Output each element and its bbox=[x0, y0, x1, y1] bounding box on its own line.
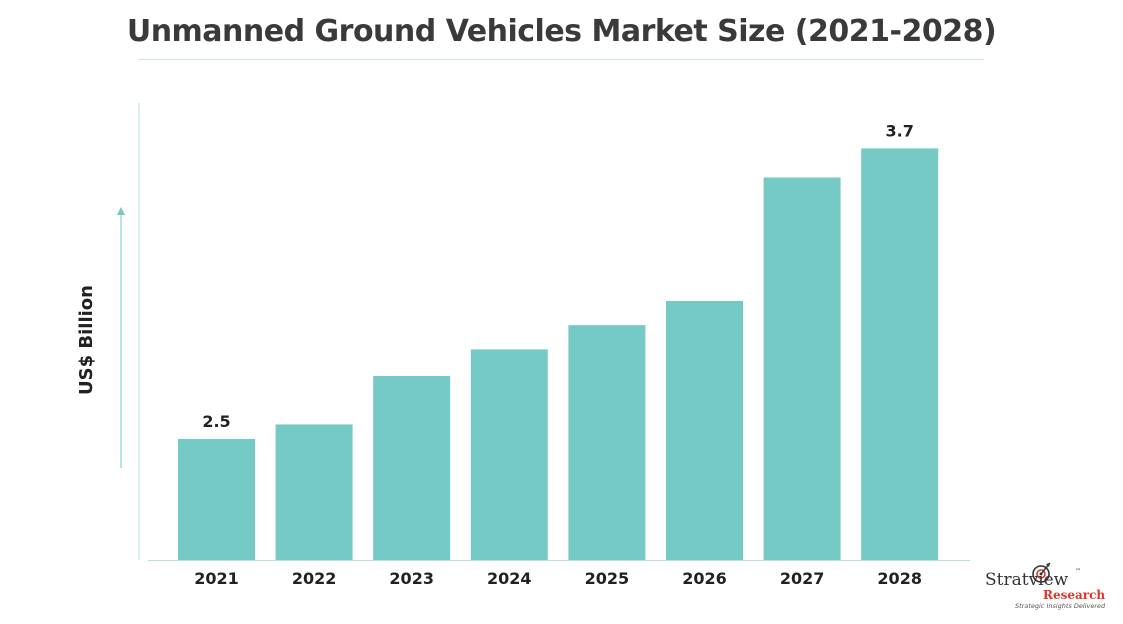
logo-tagline: Strategic Insights Delivered bbox=[1015, 602, 1106, 610]
data-label-2021: 2.5 bbox=[202, 412, 230, 431]
y-axis-label: US$ Billion bbox=[76, 285, 97, 395]
bar-2022 bbox=[275, 424, 353, 560]
bar-2026 bbox=[666, 300, 743, 560]
y-axis-label-wrap: US$ Billion bbox=[76, 240, 100, 440]
logo-brand: Stratview bbox=[985, 570, 1069, 590]
bar-2025 bbox=[568, 325, 646, 560]
data-label-2028: 3.7 bbox=[886, 121, 914, 140]
x-tick-label-2026: 2026 bbox=[682, 569, 727, 588]
stratview-logo: Stratview ™ Research Strategic Insights … bbox=[985, 558, 1105, 614]
title-divider bbox=[138, 59, 984, 60]
bar-2023 bbox=[373, 376, 451, 560]
chart-title: Unmanned Ground Vehicles Market Size (20… bbox=[126, 14, 997, 49]
x-tick-label-2028: 2028 bbox=[877, 569, 922, 588]
logo-trademark: ™ bbox=[1075, 568, 1081, 575]
x-tick-label-2027: 2027 bbox=[780, 569, 825, 588]
x-tick-label-2024: 2024 bbox=[487, 569, 532, 588]
x-tick-label-2021: 2021 bbox=[194, 569, 239, 588]
bar-2027 bbox=[763, 177, 841, 560]
x-tick-label-2025: 2025 bbox=[585, 569, 630, 588]
y-axis-arrow-head bbox=[117, 207, 125, 215]
x-tick-label-2022: 2022 bbox=[292, 569, 337, 588]
bar-2028 bbox=[861, 148, 939, 560]
logo-research: Research bbox=[1043, 588, 1106, 602]
bar-2024 bbox=[470, 349, 548, 560]
target-arrow-icon bbox=[1032, 562, 1051, 583]
bar-2021 bbox=[178, 438, 255, 560]
x-tick-label-2023: 2023 bbox=[389, 569, 434, 588]
